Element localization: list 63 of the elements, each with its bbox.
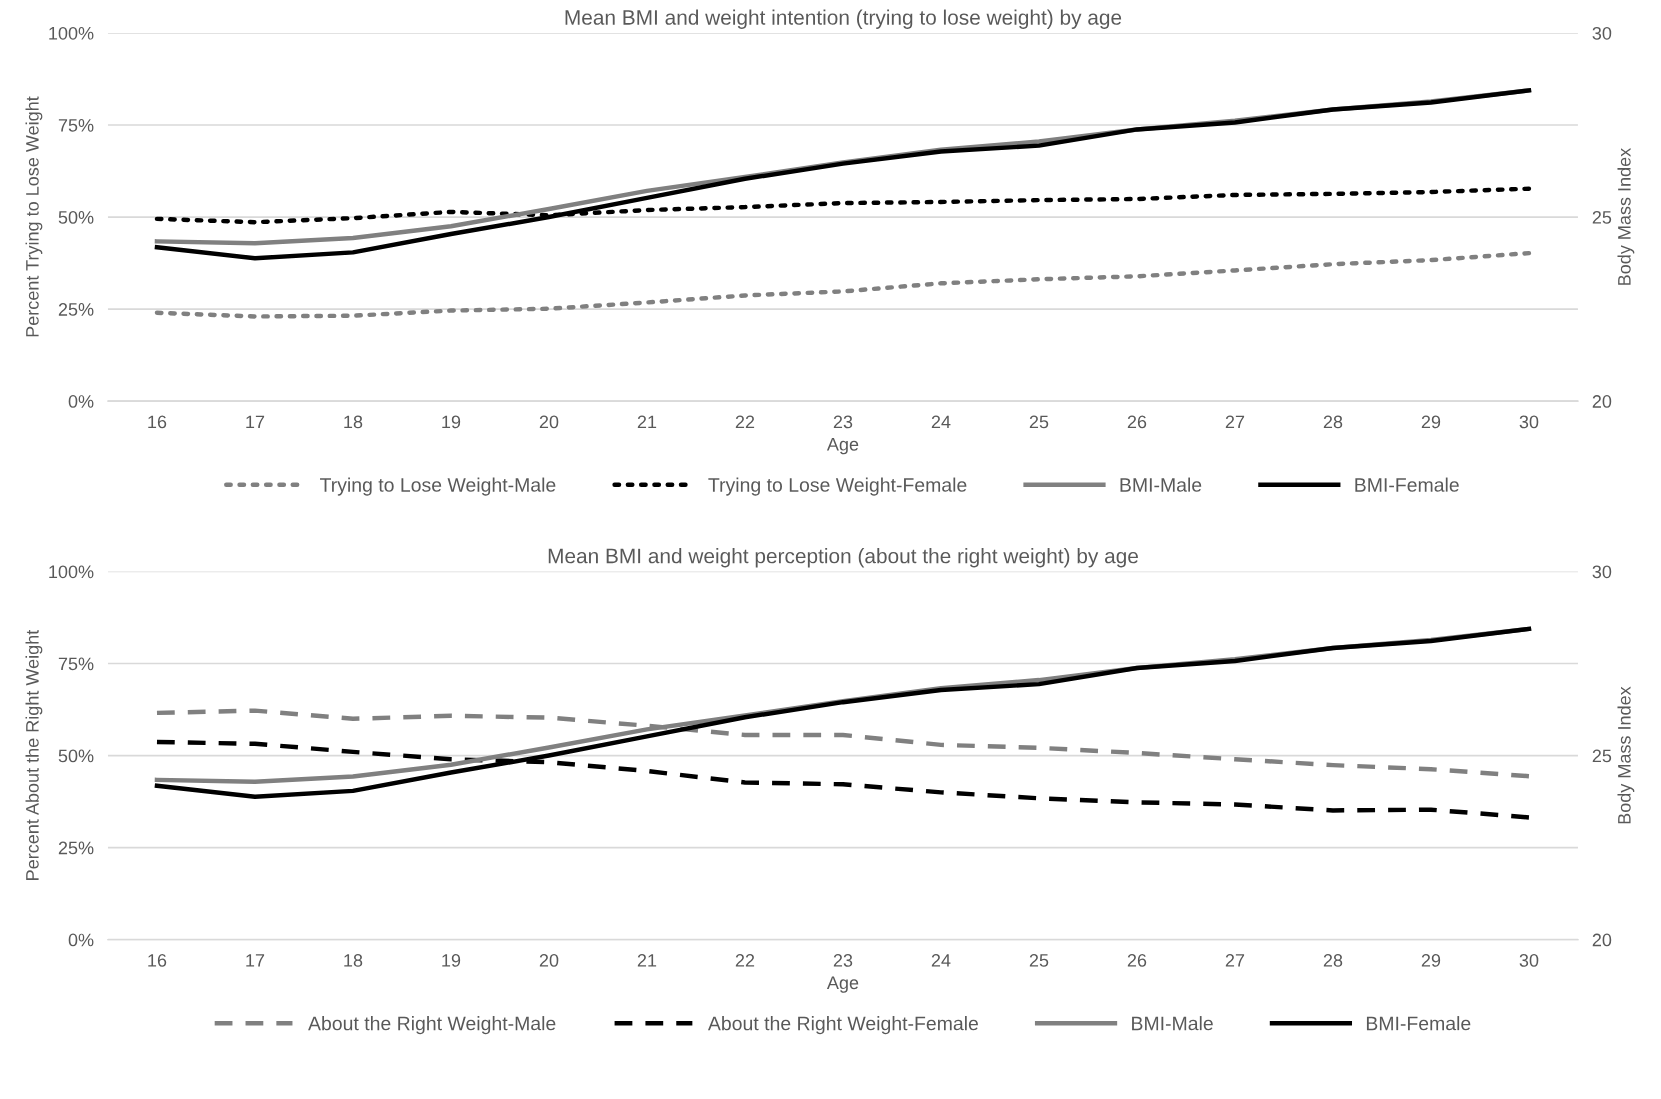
- y2-axis-title: Body Mass Index: [1617, 148, 1635, 285]
- line-series: [154, 250, 1532, 319]
- y2-tick-label: 25: [1592, 210, 1612, 224]
- legend-label: BMI-Male: [1120, 477, 1202, 492]
- chart-title: Mean BMI and weight intention (trying to lose weight) by age: [565, 9, 1122, 29]
- legend-label: Trying to Lose Weight-Male: [320, 477, 556, 496]
- y2-tick-label: 25: [1592, 749, 1612, 763]
- x-tick-label: 18: [344, 415, 363, 429]
- y-tick-label: 50%: [58, 749, 94, 763]
- y-tick-label: 75%: [58, 657, 94, 671]
- x-tick-label: 20: [539, 415, 559, 429]
- x-tick-label: 26: [1127, 415, 1147, 429]
- legend-label: BMI-Female: [1355, 477, 1459, 492]
- x-tick-label: 18: [344, 954, 363, 967]
- x-tick-label: 19: [442, 415, 461, 429]
- y2-tick-label: 30: [1592, 565, 1612, 579]
- legend-label: BMI-Male: [1132, 1016, 1213, 1031]
- chart-title: Mean BMI and weight perception (about the right weight) by age: [548, 548, 1138, 568]
- legend-label: About the Right Weight-Female: [707, 1016, 978, 1035]
- y-tick-label: 50%: [58, 210, 94, 224]
- x-tick-label: 26: [1127, 954, 1147, 967]
- y-tick-label: 100%: [49, 26, 94, 40]
- y2-tick-label: 20: [1592, 395, 1612, 408]
- x-tick-label: 30: [1519, 954, 1539, 967]
- legend-label: Trying to Lose Weight-Female: [708, 477, 967, 496]
- x-tick-label: 28: [1323, 954, 1343, 967]
- x-axis-title: Age: [826, 438, 859, 455]
- y-axis-title: Percent Trying to Lose Weight: [25, 96, 43, 337]
- legend-label: BMI-Female: [1366, 1016, 1471, 1031]
- y-tick-label: 100%: [49, 565, 94, 579]
- x-tick-label: 27: [1225, 954, 1245, 967]
- y2-tick-label: 20: [1592, 933, 1612, 947]
- x-tick-label: 22: [735, 415, 755, 429]
- y-tick-label: 75%: [58, 119, 94, 132]
- y-tick-label: 25%: [58, 303, 94, 316]
- x-tick-label: 21: [637, 415, 657, 429]
- y-axis-title: Percent About the Right Weight: [25, 629, 43, 880]
- x-tick-label: 16: [148, 415, 167, 429]
- x-tick-label: 29: [1421, 954, 1441, 967]
- x-tick-label: 24: [931, 954, 951, 967]
- x-tick-label: 29: [1421, 415, 1441, 429]
- x-tick-label: 20: [539, 954, 559, 967]
- x-tick-label: 30: [1519, 415, 1539, 429]
- x-tick-label: 21: [637, 954, 657, 967]
- legend-label: About the Right Weight-Male: [308, 1016, 556, 1035]
- x-tick-label: 23: [833, 954, 853, 967]
- x-tick-label: 24: [931, 415, 951, 429]
- x-tick-label: 23: [833, 415, 853, 429]
- y-tick-label: 25%: [58, 841, 94, 855]
- x-tick-label: 17: [246, 415, 265, 429]
- x-tick-label: 25: [1029, 954, 1049, 967]
- y-tick-label: 0%: [68, 933, 94, 947]
- y-tick-label: 0%: [68, 395, 94, 408]
- x-tick-label: 27: [1225, 415, 1245, 429]
- x-tick-label: 19: [442, 954, 461, 967]
- y2-tick-label: 30: [1592, 26, 1612, 40]
- x-axis-title: Age: [826, 976, 859, 993]
- x-tick-label: 25: [1029, 415, 1049, 429]
- x-tick-label: 22: [735, 954, 755, 967]
- x-tick-label: 28: [1323, 415, 1343, 429]
- x-tick-label: 17: [246, 954, 265, 967]
- x-tick-label: 16: [148, 954, 167, 967]
- y2-axis-title: Body Mass Index: [1617, 686, 1635, 824]
